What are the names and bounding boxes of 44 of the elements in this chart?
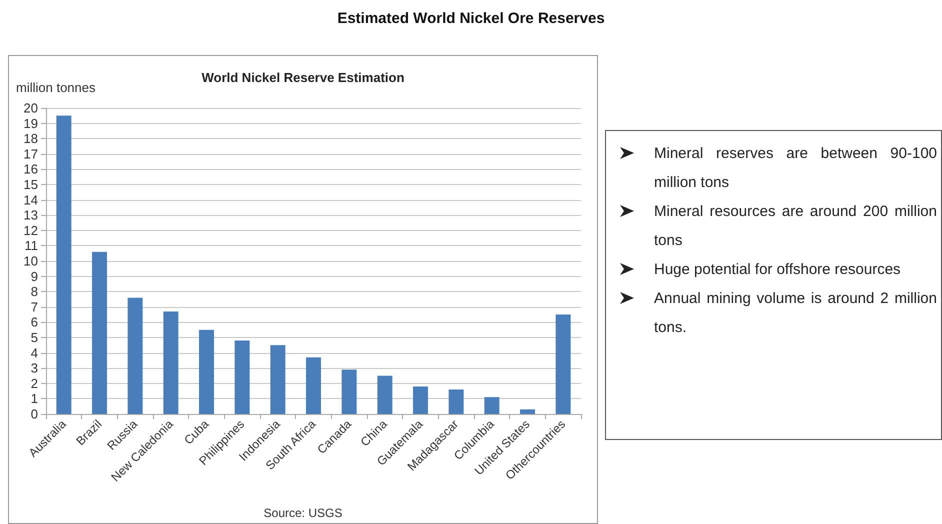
y-tick-label: 2 [30,376,38,391]
y-tick-label: 12 [24,222,38,238]
y-tick-label: 18 [24,131,38,146]
y-tick-label: 10 [24,254,38,268]
y-tick-label: 14 [24,192,38,208]
text: Mineral resources are around 200 million tons [654,202,937,251]
bar [163,311,178,414]
chart-title: Estimated World Nickel Ore Reserves [336,10,606,27]
bar [448,390,464,414]
bar [234,340,250,414]
bar [306,357,321,414]
y-tick-label: 9 [30,268,38,284]
y-tick-label: 19 [24,116,38,131]
bar [377,376,392,414]
bar [199,330,214,414]
text: Mineral reserves are between 90-100 million tons [654,144,937,193]
bar [128,298,143,414]
chart-subtitle: World Nickel Reserve Estimation [202,70,404,85]
y-tick-label: 17 [24,146,38,162]
bar [56,116,72,414]
y-axis-title: million tonnes [16,80,96,95]
text: Huge potential for offshore resources [654,260,902,280]
y-tick-label: 6 [30,314,38,330]
y-tick-label: 5 [30,330,38,345]
y-tick-label: 13 [24,208,38,223]
y-tick-label: 16 [24,162,38,177]
bar [556,314,571,414]
y-tick-label: 4 [30,345,38,360]
y-tick-label: 0 [30,406,38,422]
y-tick-label: 15 [24,177,38,192]
y-tick-label: 20 [24,100,38,116]
y-tick-label: 8 [30,284,38,300]
y-tick-label: 1 [30,391,38,406]
bar [92,252,107,414]
y-tick-label: 11 [24,238,38,254]
text: Annual mining volume is around 2 million tons. [654,289,937,338]
bar [484,397,500,414]
bar [413,386,428,414]
source-note: Source: USGS [264,506,342,520]
y-tick-label: 7 [30,299,38,314]
bar [520,409,535,414]
bar [270,345,286,414]
y-tick-label: 3 [30,360,38,376]
bar [342,370,357,414]
